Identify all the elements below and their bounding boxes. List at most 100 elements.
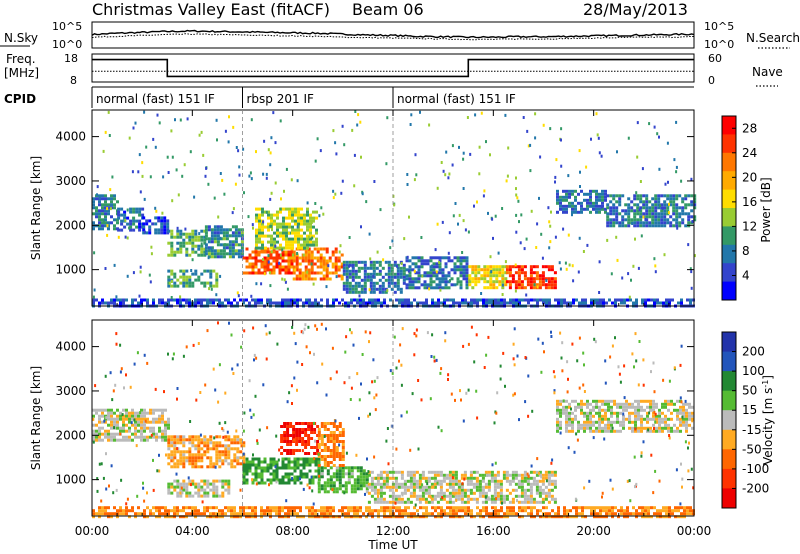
freq-label: Freq. [6, 52, 36, 66]
velocity-panel: 1000 2000 3000 4000 Slant Range [km] [29, 319, 695, 519]
y-tick-label: 4000 [55, 340, 86, 354]
velocity-tick-label: 15 [742, 403, 757, 417]
x-tick-label: 00:00 [677, 524, 712, 538]
heatmap-band [167, 435, 246, 469]
noise-right-tick-top: 10^5 [704, 20, 734, 33]
power-colorbar: 28 24 20 16 12 8 4 Power [dB] [721, 115, 773, 301]
heatmap-band [556, 189, 607, 214]
velocity-tick-label: -15 [742, 423, 762, 437]
colorbar-swatch [722, 134, 736, 154]
cpid-segment-label: normal (fast) 151 IF [397, 92, 516, 106]
velocity-tick-label: -100 [742, 462, 769, 476]
colorbar-swatch [722, 410, 736, 431]
noise-right-label: N.Search [746, 31, 800, 45]
freq-series [92, 58, 694, 78]
heatmap-band [242, 457, 321, 485]
heatmap-band [92, 506, 695, 519]
heatmap-band [292, 247, 344, 281]
freq-tick-top: 18 [64, 52, 78, 65]
freq-unit-label: [MHz] [4, 66, 39, 80]
colorbar-swatch [722, 488, 736, 509]
colorbar-swatch [722, 449, 736, 470]
colorbar-swatch [722, 281, 736, 301]
colorbar-swatch [722, 116, 736, 135]
velocity-colorbar-title: Velocity [m s-1] [761, 375, 775, 465]
beam-title: Beam 06 [352, 0, 424, 19]
velocity-tick-label: -50 [742, 442, 762, 456]
noise-search-series [91, 33, 694, 41]
heatmap-band [167, 229, 207, 257]
heatmap-band [167, 269, 219, 288]
x-axis: 00:00 04:00 08:00 12:00 16:00 20:00 00:00 [75, 110, 712, 538]
power-tick-label: 28 [742, 121, 757, 135]
colorbar-swatch [722, 332, 736, 353]
heatmap-band [142, 216, 170, 235]
heatmap-band [167, 479, 231, 498]
cpid-segment-label: normal (fast) 151 IF [96, 92, 215, 106]
heatmap-band [92, 408, 170, 442]
y-tick-label: 2000 [55, 218, 86, 232]
x-tick-label: 16:00 [476, 524, 511, 538]
nave-label: Nave [752, 65, 783, 79]
y-tick-label: 3000 [55, 384, 86, 398]
power-tick-label: 8 [742, 244, 750, 258]
y-tick-label: 4000 [55, 130, 86, 144]
colorbar-swatch [722, 351, 736, 372]
noise-left-tick-top: 10^5 [52, 20, 82, 33]
cpid-row: CPID normal (fast) 151 IF rbsp 201 IF norm… [4, 86, 694, 108]
velocity-tick-label: -200 [742, 481, 769, 495]
colorbar-swatch [722, 429, 736, 450]
x-tick-label: 08:00 [275, 524, 310, 538]
velocity-colorbar: 200 100 50 15 -15 -50 -100 -200 Velocity [m s-1… [721, 331, 775, 509]
x-tick-label: 20:00 [576, 524, 611, 538]
heatmap-speckles [92, 110, 696, 299]
heatmap-band [280, 422, 320, 455]
cpid-segment-label: rbsp 201 IF [247, 92, 314, 106]
noise-right-tick-bottom: 10^0 [704, 38, 734, 51]
noise-sky-series [91, 29, 695, 39]
noise-left-tick-bottom: 10^0 [52, 38, 82, 51]
heatmap-band [342, 260, 406, 294]
power-tick-label: 20 [742, 170, 757, 184]
y-tick-label: 1000 [55, 473, 86, 487]
colorbar-swatch [722, 468, 736, 489]
colorbar-swatch [722, 390, 736, 411]
power-tick-label: 16 [742, 195, 757, 209]
cpid-label: CPID [4, 92, 36, 106]
power-ylabel: Slant Range [km] [29, 156, 43, 260]
colorbar-swatch [722, 208, 736, 227]
colorbar-swatch [722, 244, 736, 264]
heatmap-band [204, 225, 244, 259]
colorbar-swatch [722, 189, 736, 209]
y-tick-label: 2000 [55, 428, 86, 442]
colorbar-swatch [722, 263, 736, 283]
y-tick-label: 1000 [55, 263, 86, 277]
colorbar-swatch [722, 371, 736, 392]
power-tick-label: 12 [742, 219, 757, 233]
power-tick-label: 24 [742, 146, 757, 160]
power-colorbar-title: Power [dB] [759, 177, 773, 242]
x-axis-label: Time UT [367, 538, 418, 552]
heatmap-band [468, 265, 508, 290]
heatmap-band [317, 422, 345, 467]
heatmap-band [255, 207, 318, 250]
nave-tick-bottom: 0 [708, 74, 715, 87]
heatmap-speckles [92, 321, 695, 507]
noise-left-label: N.Sky [4, 31, 38, 45]
colorbar-swatch [722, 226, 736, 246]
velocity-tick-label: 200 [742, 345, 765, 359]
heatmap-band [117, 207, 145, 232]
x-tick-label: 04:00 [175, 524, 210, 538]
heatmap-band [556, 399, 694, 433]
velocity-tick-label: 50 [742, 384, 757, 398]
power-tick-label: 4 [742, 268, 750, 282]
y-tick-label: 3000 [55, 174, 86, 188]
x-tick-label: 12:00 [376, 524, 411, 538]
heatmap-band [606, 194, 697, 228]
velocity-tick-label: 100 [742, 364, 765, 378]
nave-tick-top: 60 [708, 52, 722, 65]
power-panel: 1000 2000 3000 4000 Slant Range [km] [29, 109, 697, 308]
heatmap-band [505, 265, 557, 290]
heatmap-band [317, 466, 369, 494]
